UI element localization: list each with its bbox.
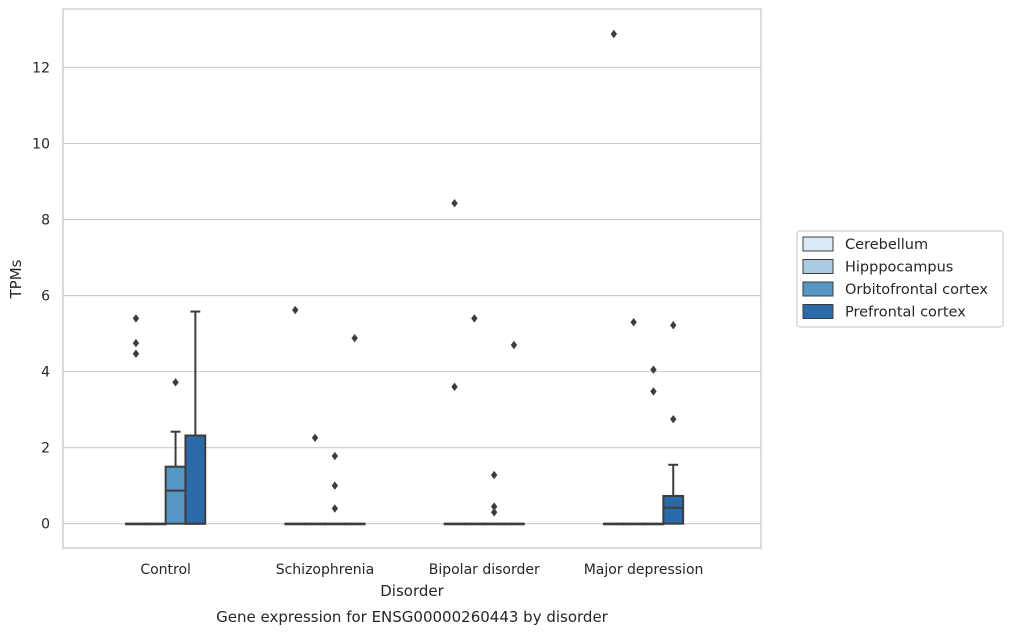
outlier-point [132, 338, 140, 348]
box-plot-series [125, 29, 685, 526]
outlier-point [650, 365, 657, 374]
box [443, 198, 466, 526]
box [144, 522, 167, 526]
box [125, 314, 147, 526]
legend-frame [796, 230, 1004, 328]
box [463, 314, 486, 526]
legend: Cerebellum Hipppocampus Orbitofrontal cort… [796, 230, 1004, 328]
box [642, 365, 665, 526]
box [304, 433, 326, 526]
box [343, 333, 366, 526]
y-axis-label: TPMs [7, 259, 25, 299]
outlier-point [172, 378, 179, 387]
x-tick-label: Control [140, 562, 191, 578]
series-cerebellum [125, 29, 625, 526]
series-orbitofrontal-cortex [164, 365, 665, 526]
outlier-point [132, 314, 140, 323]
plot-frame [62, 8, 762, 549]
outlier-point [351, 333, 358, 343]
outlier-point [670, 321, 677, 330]
legend-label: Prefrontal cortex [845, 305, 966, 321]
outlier-point [331, 504, 339, 513]
y-tick-label: 6 [41, 289, 50, 305]
outlier-point [331, 451, 339, 461]
series-prefrontal-cortex [184, 310, 685, 526]
outlier-point [630, 317, 637, 327]
legend-swatch [802, 281, 834, 297]
y-tick-label: 8 [41, 213, 50, 229]
outlier-point [451, 198, 458, 208]
y-tick-label: 12 [32, 60, 50, 76]
outlier-point [451, 382, 458, 392]
box [662, 321, 685, 525]
box-body [164, 465, 187, 525]
x-tick-label: Bipolar disorder [429, 562, 540, 578]
box [602, 29, 625, 526]
x-tick-label: Schizophrenia [276, 562, 374, 578]
y-tick-label: 2 [41, 441, 50, 457]
outlier-point [510, 340, 518, 350]
legend-label: Orbitofrontal cortex [845, 282, 988, 298]
x-axis-ticks: Control Schizophrenia Bipolar disorder Majo… [140, 562, 703, 578]
outlier-point [490, 508, 498, 517]
outlier-point [471, 314, 478, 323]
box [622, 317, 645, 526]
outlier-point [311, 433, 319, 442]
box-body [662, 494, 685, 525]
legend-label: Cerebellum [845, 237, 928, 253]
legend-label: Hipppocampus [845, 260, 953, 276]
chart-caption: Gene expression for ENSG00000260443 by d… [216, 608, 609, 626]
box [164, 378, 187, 525]
box [483, 470, 506, 526]
y-tick-label: 4 [41, 365, 50, 381]
x-axis-label: Disorder [380, 582, 444, 600]
box [284, 305, 307, 526]
legend-swatch [802, 259, 834, 274]
box [323, 451, 346, 526]
box-body [184, 434, 207, 525]
y-axis-ticks: 0 2 4 6 8 10 12 [32, 60, 50, 532]
outlier-point [490, 470, 498, 480]
outlier-point [610, 29, 618, 39]
legend-swatch [802, 304, 834, 319]
x-tick-label: Major depression [584, 562, 704, 578]
series-hipppocampus [144, 314, 645, 526]
outlier-point [132, 349, 140, 358]
outlier-point [331, 481, 339, 490]
outlier-point [670, 414, 677, 424]
outlier-point [292, 305, 299, 315]
legend-swatch [802, 236, 834, 252]
outlier-point [490, 502, 498, 511]
box [184, 310, 207, 525]
y-tick-label: 0 [41, 517, 50, 533]
y-tick-label: 10 [32, 137, 50, 153]
outlier-point [650, 387, 657, 396]
grid-lines [63, 66, 761, 525]
box [503, 340, 525, 526]
